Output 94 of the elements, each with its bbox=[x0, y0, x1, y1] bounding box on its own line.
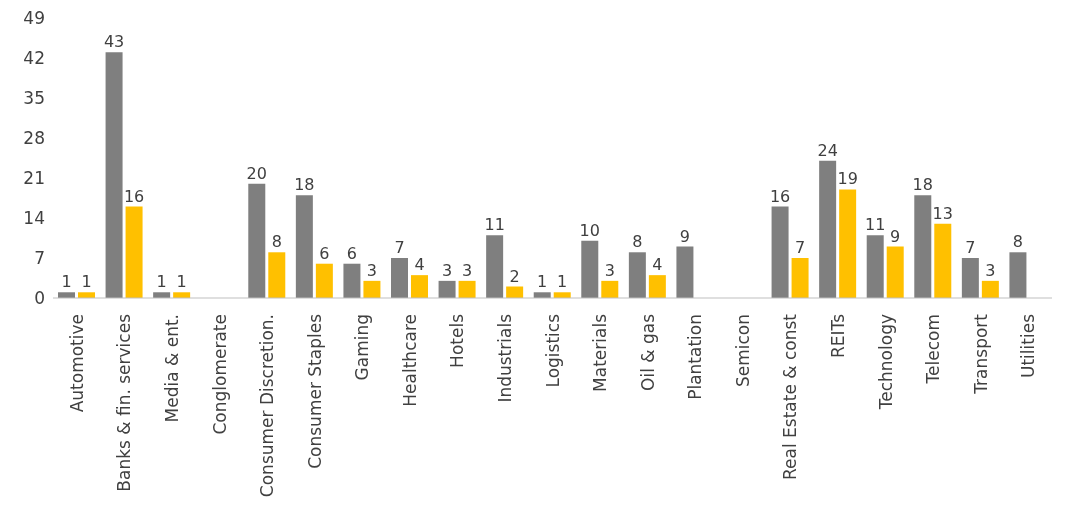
data-label: 4 bbox=[414, 255, 425, 275]
data-label: 19 bbox=[837, 169, 858, 189]
x-tick-label: Consumer Discretion. bbox=[257, 314, 278, 498]
bar bbox=[839, 189, 857, 298]
data-label: 8 bbox=[1012, 232, 1024, 252]
data-label: 18 bbox=[912, 175, 933, 195]
y-tick-label: 0 bbox=[34, 288, 45, 309]
data-label: 7 bbox=[965, 238, 976, 257]
data-label: 16 bbox=[769, 186, 791, 206]
x-tick-label: Conglomerate bbox=[209, 314, 230, 435]
data-label: 6 bbox=[319, 243, 330, 263]
x-tick-label: Banks & fin. services bbox=[114, 313, 135, 492]
data-label: 3 bbox=[604, 260, 615, 280]
x-tick-label: Oil & gas bbox=[637, 313, 658, 391]
data-label: 7 bbox=[394, 238, 405, 257]
x-tick-label: Transport bbox=[970, 313, 991, 395]
bar bbox=[934, 223, 952, 298]
data-label: 24 bbox=[817, 140, 838, 160]
x-tick-label: Utilities bbox=[1018, 313, 1039, 378]
data-label: 3 bbox=[985, 260, 996, 280]
bar bbox=[363, 280, 381, 298]
bar bbox=[248, 183, 266, 298]
bar bbox=[411, 275, 428, 298]
x-tick-label: Technology bbox=[875, 314, 896, 411]
x-tick-label: Gaming bbox=[352, 314, 373, 381]
data-label: 16 bbox=[123, 186, 145, 206]
data-label: 9 bbox=[679, 226, 691, 246]
bar bbox=[105, 52, 123, 298]
y-tick-label: 35 bbox=[23, 88, 45, 109]
bar bbox=[676, 246, 694, 298]
bar bbox=[648, 275, 666, 298]
bar bbox=[819, 160, 837, 298]
data-label: 1 bbox=[176, 272, 187, 292]
bar bbox=[391, 258, 408, 298]
data-label: 10 bbox=[579, 220, 600, 240]
data-label: 11 bbox=[484, 215, 505, 235]
data-label: 43 bbox=[103, 32, 125, 52]
data-label: 6 bbox=[346, 243, 358, 263]
data-label: 20 bbox=[246, 163, 267, 183]
x-tick-label: Media & ent. bbox=[161, 314, 182, 423]
bar bbox=[1009, 252, 1027, 298]
bar bbox=[961, 258, 979, 298]
bar bbox=[315, 263, 333, 298]
bar bbox=[486, 235, 504, 298]
data-label: 1 bbox=[156, 272, 167, 292]
x-tick-label: Logistics bbox=[542, 313, 563, 388]
data-label: 9 bbox=[890, 226, 901, 246]
x-tick-label: Industrials bbox=[494, 313, 515, 403]
y-tick-label: 49 bbox=[23, 8, 45, 29]
y-tick-label: 14 bbox=[23, 208, 45, 229]
data-label: 1 bbox=[557, 272, 568, 292]
bar bbox=[628, 252, 646, 298]
x-tick-label: Real Estate & const bbox=[780, 313, 801, 480]
data-label: 1 bbox=[537, 272, 548, 292]
x-tick-label: Healthcare bbox=[399, 314, 420, 407]
x-tick-label: Automotive bbox=[66, 314, 87, 413]
bar bbox=[886, 246, 904, 298]
data-label: 18 bbox=[294, 175, 315, 195]
data-label: 13 bbox=[932, 203, 953, 223]
bar bbox=[601, 280, 619, 298]
bar bbox=[914, 195, 932, 298]
bar bbox=[581, 240, 599, 298]
bar bbox=[771, 206, 789, 298]
data-label: 2 bbox=[509, 266, 520, 286]
bar bbox=[125, 206, 143, 298]
bar bbox=[866, 235, 884, 298]
y-tick-label: 28 bbox=[23, 128, 45, 149]
x-tick-label: Telecom bbox=[923, 314, 944, 385]
bar bbox=[343, 263, 361, 298]
data-label: 11 bbox=[865, 215, 886, 235]
bar bbox=[438, 280, 456, 298]
data-label: 1 bbox=[81, 272, 92, 292]
x-tick-label: Consumer Staples bbox=[304, 313, 325, 469]
y-tick-label: 7 bbox=[34, 248, 45, 269]
data-label: 1 bbox=[61, 272, 72, 292]
bar bbox=[981, 280, 999, 298]
bar bbox=[791, 258, 809, 298]
data-label: 7 bbox=[794, 238, 806, 257]
bar bbox=[268, 252, 286, 298]
data-label: 8 bbox=[271, 232, 282, 252]
bar bbox=[295, 195, 313, 298]
data-label: 4 bbox=[652, 255, 663, 275]
data-label: 3 bbox=[366, 260, 378, 280]
x-tick-label: Plantation bbox=[685, 314, 706, 400]
y-tick-label: 21 bbox=[23, 168, 45, 189]
x-tick-label: Hotels bbox=[447, 313, 468, 368]
data-label: 8 bbox=[632, 232, 643, 252]
x-tick-label: Materials bbox=[590, 313, 611, 392]
bar bbox=[458, 280, 476, 298]
y-tick-label: 42 bbox=[23, 48, 45, 69]
x-tick-label: Semicon bbox=[732, 314, 753, 388]
x-tick-label: REITs bbox=[827, 313, 848, 358]
data-label: 3 bbox=[461, 260, 473, 280]
data-label: 3 bbox=[441, 260, 453, 280]
